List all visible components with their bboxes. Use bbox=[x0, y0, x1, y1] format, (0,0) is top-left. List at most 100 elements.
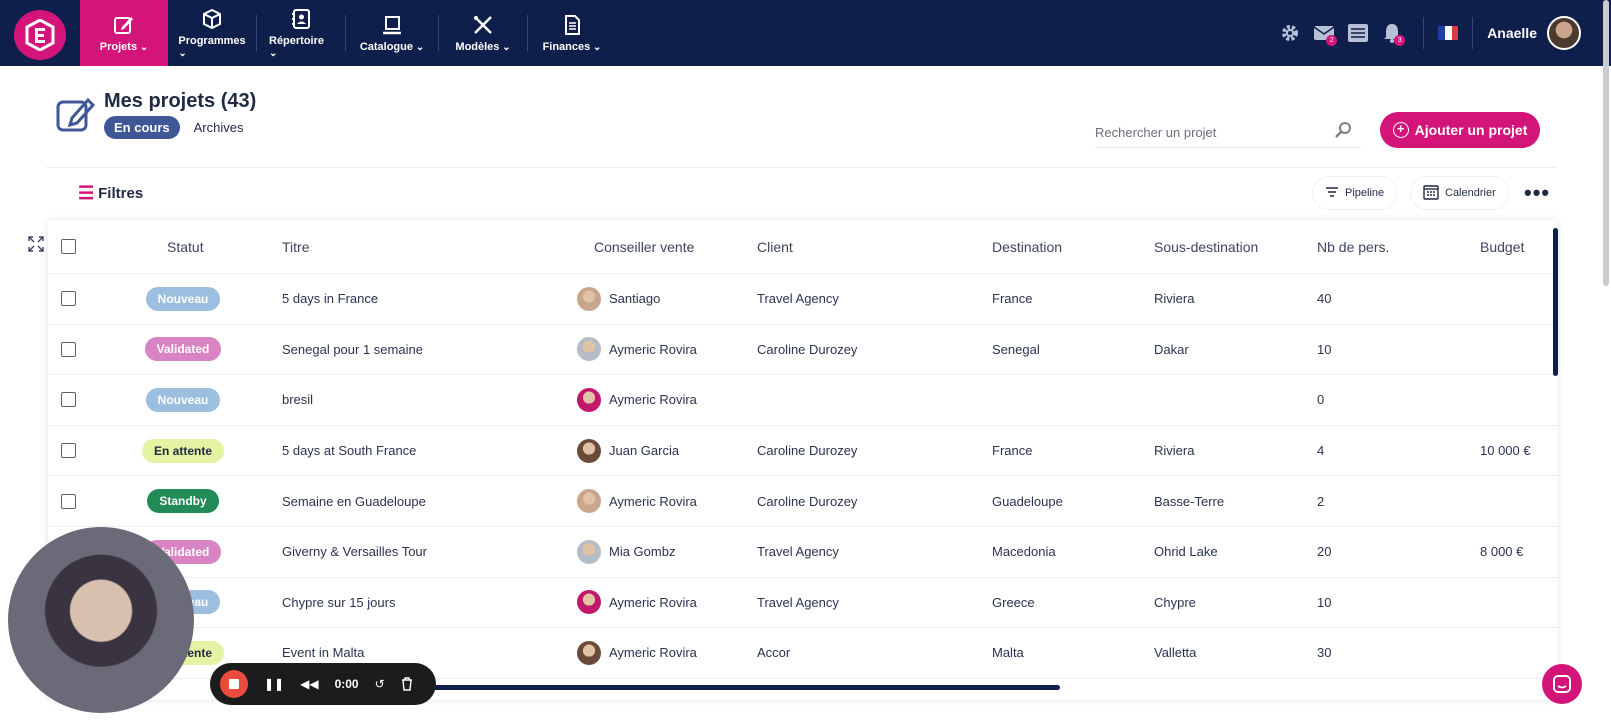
table-row[interactable]: Nouveau Santiago 5 days in France Travel Ag… bbox=[48, 274, 1558, 325]
status-badge[interactable]: Standby bbox=[147, 489, 219, 514]
trash-icon[interactable] bbox=[401, 677, 413, 691]
title-cell[interactable]: 5 days at South France bbox=[282, 443, 417, 459]
row-checkbox[interactable] bbox=[61, 291, 76, 307]
people-cell: 10 bbox=[1317, 341, 1332, 357]
title-cell[interactable]: Semaine en Guadeloupe bbox=[282, 493, 426, 509]
nav-programmes[interactable]: Programmes bbox=[168, 0, 256, 66]
header-destination[interactable]: Destination bbox=[992, 238, 1063, 255]
title-cell[interactable]: Chypre sur 15 jours bbox=[282, 594, 396, 610]
title-cell[interactable]: Senegal pour 1 semaine bbox=[282, 341, 423, 357]
app-logo[interactable] bbox=[14, 10, 66, 60]
filters-button[interactable]: ☰ Filtres bbox=[78, 183, 143, 204]
table-row[interactable]: Nouveau Aymeric Rovira bresil 0 bbox=[48, 375, 1558, 426]
subdestination-cell: Valletta bbox=[1154, 645, 1197, 661]
add-project-button[interactable]: + Ajouter un projet bbox=[1380, 112, 1540, 148]
status-badge[interactable]: Nouveau bbox=[145, 286, 221, 311]
nav-catalogue[interactable]: Catalogue bbox=[346, 0, 438, 66]
gear-icon[interactable] bbox=[1273, 16, 1307, 50]
row-checkbox[interactable] bbox=[61, 443, 76, 459]
title-cell[interactable]: 5 days in France bbox=[282, 291, 379, 307]
title-cell[interactable]: Giverny & Versailles Tour bbox=[282, 544, 427, 560]
advisor-name: Juan Garcia bbox=[609, 443, 680, 459]
status-badge[interactable]: Validated bbox=[144, 539, 222, 564]
row-checkbox[interactable] bbox=[61, 392, 76, 408]
row-checkbox-cell bbox=[61, 325, 76, 375]
destination-cell: Macedonia bbox=[992, 544, 1056, 560]
client-cell: Caroline Durozey bbox=[757, 443, 858, 459]
header-title[interactable]: Titre bbox=[282, 238, 310, 255]
user-name[interactable]: Anaelle bbox=[1487, 25, 1537, 41]
expand-icon[interactable] bbox=[28, 236, 44, 252]
nav-label: Finances bbox=[543, 41, 602, 53]
status-badge[interactable]: En attente bbox=[142, 438, 225, 463]
chat-button[interactable] bbox=[1542, 664, 1582, 704]
advisor-avatar bbox=[577, 590, 601, 615]
nav-modeles[interactable]: Modèles bbox=[439, 0, 527, 66]
user-avatar[interactable] bbox=[1547, 16, 1581, 50]
budget-cell: 10 000 € bbox=[1480, 443, 1531, 459]
list-icon[interactable] bbox=[1341, 16, 1375, 50]
table-row[interactable]: Standby Aymeric Rovira Semaine en Guadelou… bbox=[48, 476, 1558, 527]
subdestination-cell: Dakar bbox=[1154, 341, 1189, 357]
french-flag-icon[interactable] bbox=[1438, 26, 1459, 40]
advisor-avatar bbox=[577, 640, 601, 665]
nav-label: Projets bbox=[100, 41, 148, 53]
table-row[interactable]: Validated Mia Gombz Giverny & Versailles T… bbox=[48, 527, 1558, 578]
edit-icon bbox=[111, 13, 137, 37]
header-status[interactable]: Statut bbox=[167, 238, 204, 255]
recorder-bar: ❚❚ ◀◀ 0:00 ↺ bbox=[210, 663, 436, 705]
table-horizontal-scrollbar[interactable] bbox=[420, 685, 1060, 690]
nav-repertoire[interactable]: Répertoire bbox=[257, 0, 345, 66]
status-badge[interactable]: Nouveau bbox=[145, 387, 221, 412]
table-row[interactable]: Validated Aymeric Rovira Senegal pour 1 se… bbox=[48, 325, 1558, 376]
people-cell: 4 bbox=[1317, 443, 1325, 459]
header-people[interactable]: Nb de pers. bbox=[1317, 238, 1390, 255]
status-cell: Standby bbox=[143, 476, 223, 526]
topbar-divider bbox=[1423, 17, 1425, 49]
table-vertical-scrollbar[interactable] bbox=[1553, 228, 1558, 376]
tab-en-cours[interactable]: En cours bbox=[104, 116, 180, 139]
header-budget[interactable]: Budget bbox=[1480, 238, 1525, 255]
search-input[interactable] bbox=[1095, 125, 1325, 140]
nav-finances[interactable]: Finances bbox=[528, 0, 616, 66]
subdestination-cell: Basse-Terre bbox=[1154, 493, 1225, 509]
title-cell[interactable]: bresil bbox=[282, 392, 314, 408]
topbar-right: 2 3 Anaelle bbox=[1273, 0, 1611, 66]
tools-icon bbox=[470, 13, 496, 37]
stop-icon bbox=[229, 679, 239, 689]
page-scrollbar[interactable] bbox=[1603, 0, 1609, 286]
row-checkbox[interactable] bbox=[61, 341, 76, 357]
select-all-checkbox[interactable] bbox=[61, 239, 76, 254]
pipeline-button[interactable]: Pipeline bbox=[1312, 176, 1398, 210]
advisor-name: Aymeric Rovira bbox=[609, 392, 697, 408]
projects-table: Statut Titre Conseiller vente Client Des… bbox=[48, 220, 1558, 700]
more-options-icon[interactable]: ••• bbox=[1524, 180, 1551, 205]
client-cell: Travel Agency bbox=[757, 291, 839, 307]
nav-projets[interactable]: Projets bbox=[80, 0, 168, 66]
row-checkbox[interactable] bbox=[61, 493, 76, 509]
bell-icon[interactable]: 3 bbox=[1375, 16, 1409, 50]
advisor-cell: Santiago bbox=[577, 274, 660, 324]
table-row[interactable]: En attente Juan Garcia 5 days at South Fra… bbox=[48, 426, 1558, 477]
calendar-button[interactable]: Calendrier bbox=[1410, 176, 1509, 210]
tab-archives[interactable]: Archives bbox=[193, 120, 244, 135]
notif-badge: 3 bbox=[1394, 35, 1406, 46]
webcam-overlay bbox=[8, 527, 194, 713]
rewind-icon[interactable]: ◀◀ bbox=[300, 677, 319, 691]
header-client[interactable]: Client bbox=[757, 238, 793, 255]
header-subdestination[interactable]: Sous-destination bbox=[1154, 238, 1259, 255]
calendar-icon bbox=[1423, 184, 1439, 203]
status-badge[interactable]: Validated bbox=[144, 337, 222, 362]
title-cell[interactable]: Event in Malta bbox=[282, 645, 365, 661]
pause-icon[interactable]: ❚❚ bbox=[264, 677, 285, 691]
header-advisor[interactable]: Conseiller vente bbox=[594, 238, 695, 255]
nav-divider bbox=[527, 15, 528, 51]
mail-icon[interactable]: 2 bbox=[1307, 16, 1341, 50]
stop-record-button[interactable] bbox=[220, 670, 248, 698]
search-icon[interactable] bbox=[1333, 120, 1353, 145]
client-cell: Caroline Durozey bbox=[757, 493, 858, 509]
advisor-name: Mia Gombz bbox=[609, 544, 676, 560]
nav-label: Programmes bbox=[178, 35, 245, 59]
restart-icon[interactable]: ↺ bbox=[374, 677, 385, 691]
